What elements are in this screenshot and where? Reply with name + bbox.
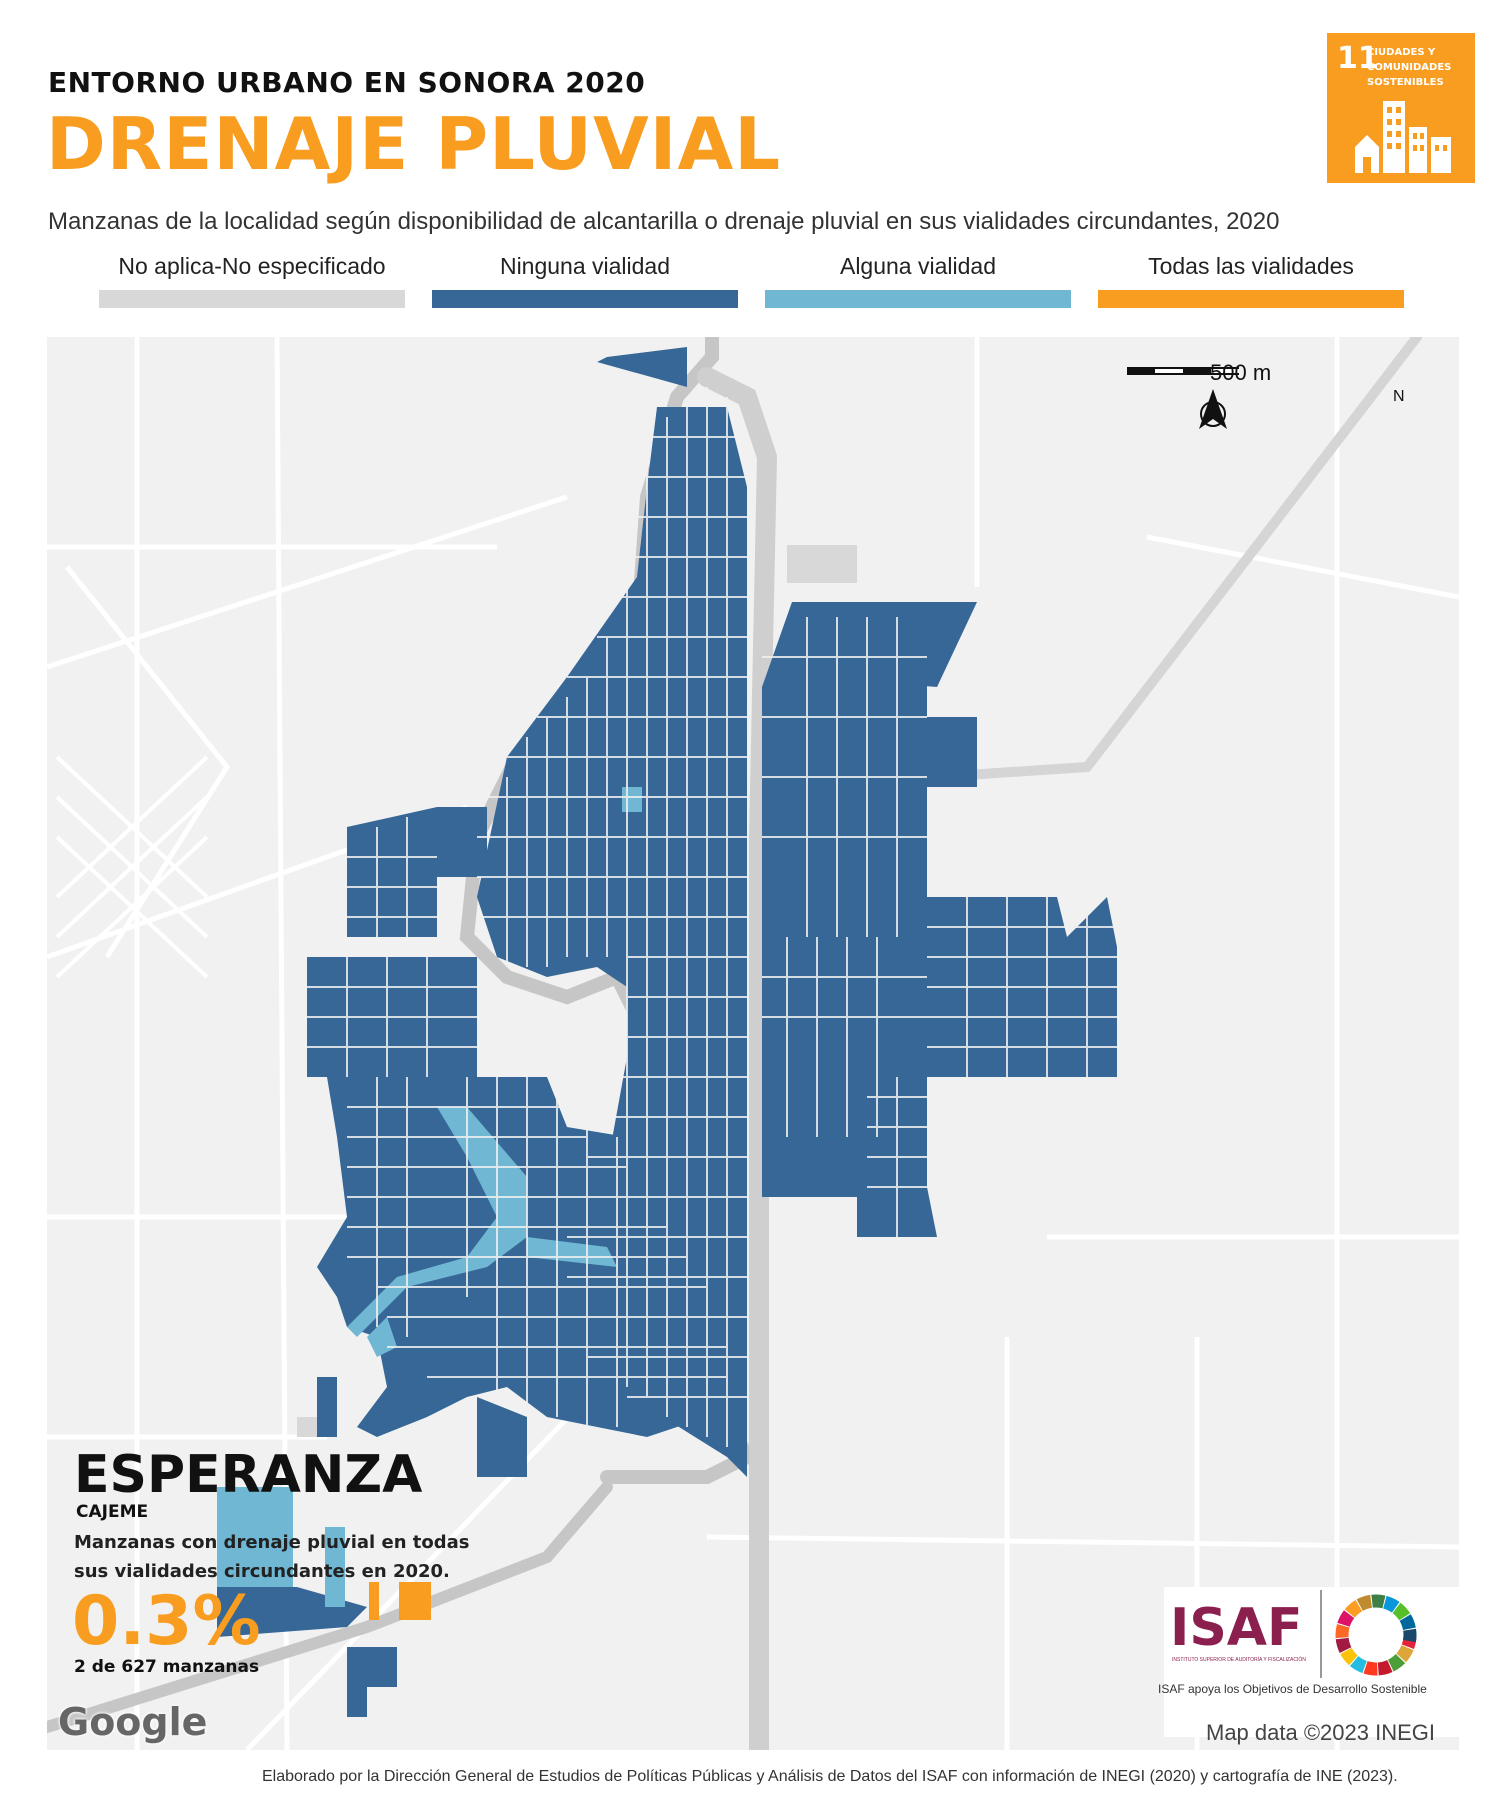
minor-roads — [47, 337, 1459, 1750]
grid-neighborhood-west — [55, 755, 209, 979]
isaf-full-name: INSTITUTO SUPERIOR DE AUDITORÍA Y FISCAL… — [1172, 1657, 1306, 1663]
sdg-wheel-icon — [1335, 1594, 1417, 1676]
legend-label: No aplica-No especificado — [118, 253, 386, 279]
scale-label: 500 m — [1210, 360, 1272, 385]
legend-item-alguna: Alguna vialidad — [765, 252, 1071, 308]
block-grid-lines — [307, 387, 1117, 1447]
sdg-label-line: SOSTENIBLES — [1367, 77, 1444, 88]
city-icon — [1355, 101, 1451, 173]
logo-panel — [1164, 1587, 1459, 1737]
page-title: DRENAJE PLUVIAL — [46, 102, 782, 186]
legend-item-no-aplica: No aplica-No especificado — [99, 252, 405, 308]
stat-count: 2 de 627 manzanas — [74, 1657, 260, 1677]
logo-divider — [1320, 1590, 1322, 1678]
sdg-label-line: CIUDADES Y — [1367, 47, 1436, 58]
sdg-label: CIUDADES Y COMUNIDADES SOSTENIBLES — [1367, 45, 1467, 90]
map-canvas[interactable] — [47, 337, 1459, 1750]
legend-label: Ninguna vialidad — [499, 253, 671, 279]
supertitle: ENTORNO URBANO EN SONORA 2020 — [48, 66, 646, 99]
sdg-11-badge: 11 CIUDADES Y COMUNIDADES SOSTENIBLES — [1327, 33, 1475, 183]
map-legend-box — [1172, 397, 1322, 537]
north-label: N — [1393, 388, 1405, 405]
legend-item-ninguna: Ninguna vialidad — [432, 252, 738, 308]
legend-swatch — [765, 290, 1071, 308]
stat-description: Manzanas con drenaje pluvial en todas su… — [74, 1532, 470, 1582]
google-logo: Google — [58, 1700, 208, 1744]
stat-percent: 0.3% — [72, 1582, 261, 1661]
sdg-number: 11 — [1337, 41, 1379, 76]
legend-item-todas: Todas las vialidades — [1098, 252, 1404, 308]
legend-swatch — [99, 290, 405, 308]
place-name: ESPERANZA — [74, 1445, 423, 1505]
light-blue-blocks — [217, 787, 642, 1607]
legend-swatch — [432, 290, 738, 308]
legend-label: Alguna vialidad — [839, 253, 996, 279]
north-arrow-icon — [1199, 389, 1227, 429]
legend-label: Todas las vialidades — [1148, 253, 1354, 279]
map-basemap — [47, 337, 1459, 1750]
isaf-caption: ISAF apoya los Objetivos de Desarrollo S… — [1158, 1682, 1427, 1696]
map-attribution: Map data ©2023 INEGI — [1206, 1720, 1436, 1745]
subtitle: Manzanas de la localidad según disponibi… — [48, 208, 1280, 235]
orange-blocks — [369, 1582, 431, 1620]
scale-bar — [1127, 367, 1239, 375]
sdg-label-line: COMUNIDADES — [1367, 62, 1452, 73]
isaf-logo: ISAF — [1170, 1598, 1303, 1658]
legend-swatch — [1098, 290, 1404, 308]
footer-credits: Elaborado por la Dirección General de Es… — [262, 1768, 1398, 1785]
municipality-name: CAJEME — [76, 1502, 149, 1522]
